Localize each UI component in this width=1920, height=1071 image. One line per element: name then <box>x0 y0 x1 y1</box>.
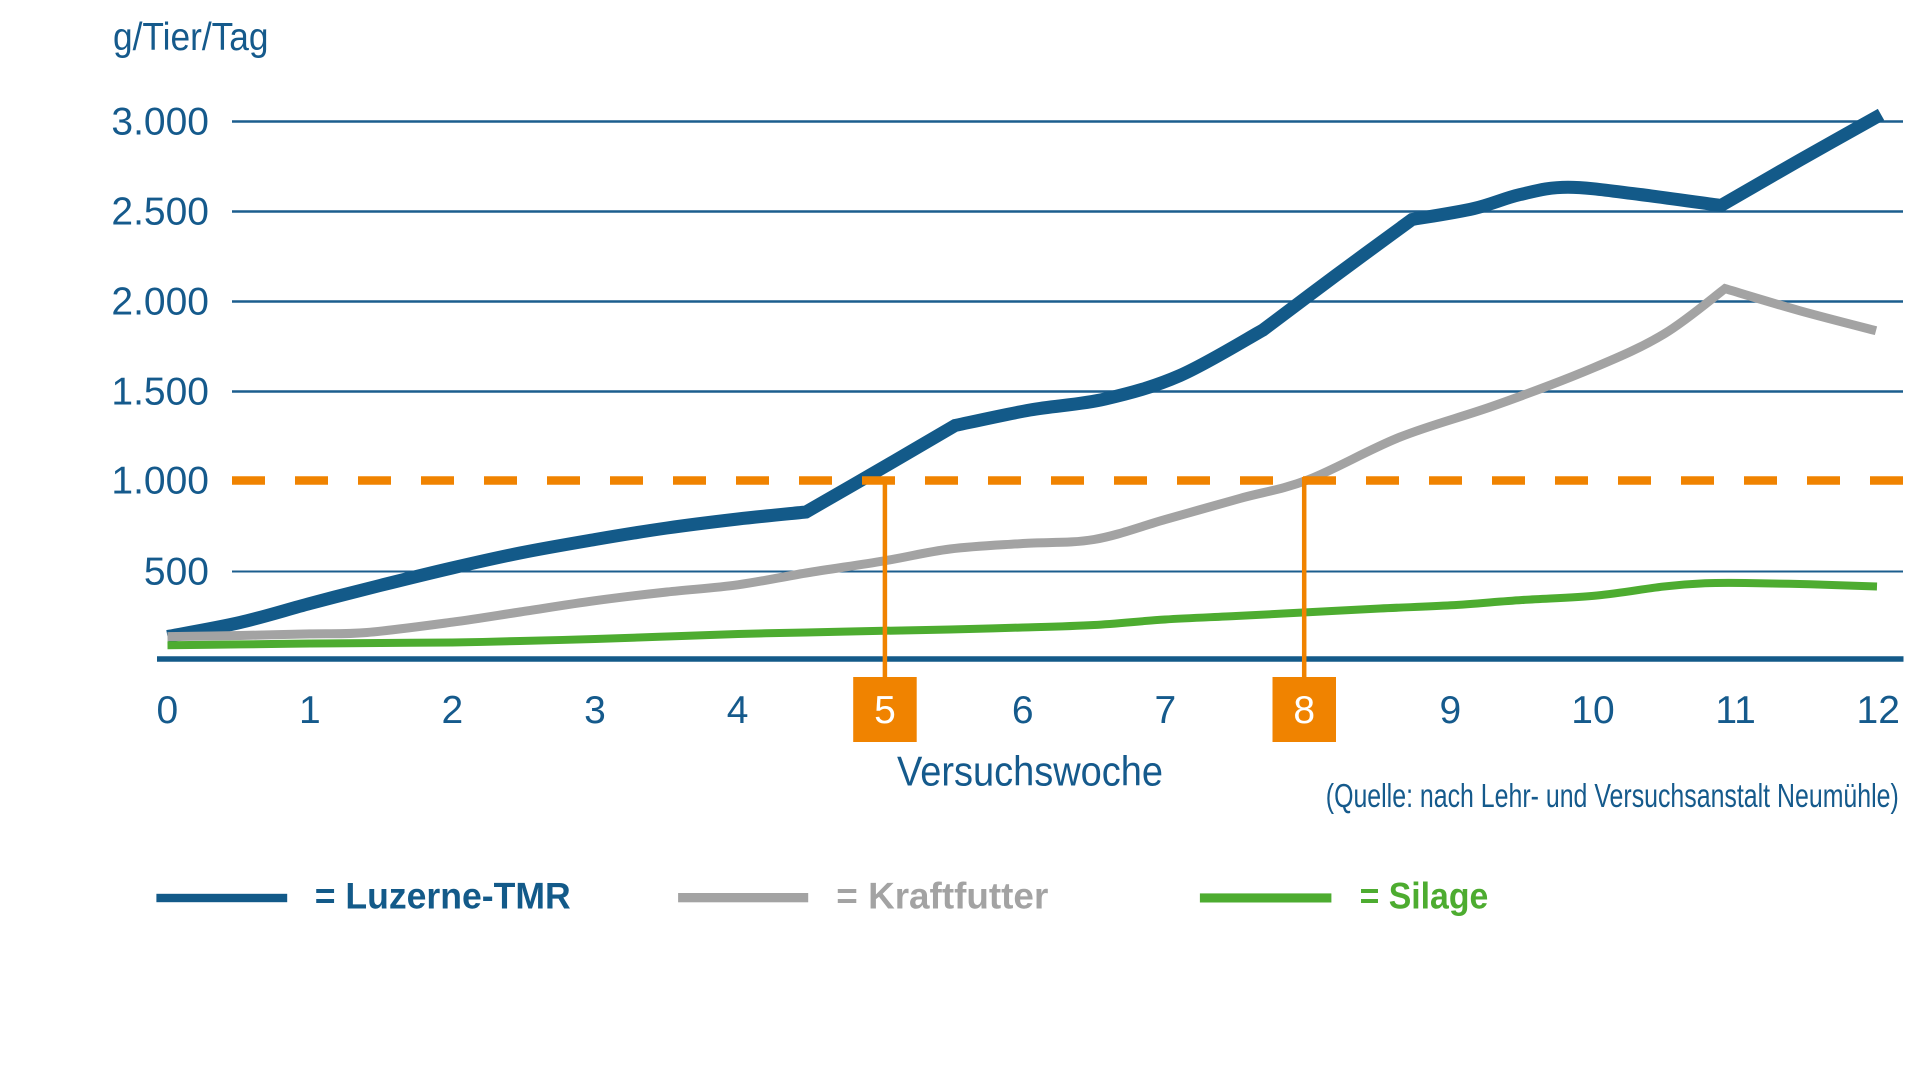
svg-text:Versuchswoche: Versuchswoche <box>897 748 1163 795</box>
svg-text:8: 8 <box>1293 689 1315 732</box>
svg-text:11: 11 <box>1715 689 1756 732</box>
svg-text:= Luzerne-TMR: = Luzerne-TMR <box>315 876 571 917</box>
svg-text:= Kraftfutter: = Kraftfutter <box>836 876 1048 917</box>
svg-text:g/Tier/Tag: g/Tier/Tag <box>113 16 269 59</box>
svg-text:1: 1 <box>299 689 321 732</box>
svg-text:6: 6 <box>1012 689 1034 732</box>
svg-text:2: 2 <box>442 689 464 732</box>
svg-text:1.000: 1.000 <box>111 460 209 503</box>
svg-text:5: 5 <box>874 689 896 732</box>
svg-text:(Quelle: nach Lehr- und Versuc: (Quelle: nach Lehr- und Versuchsanstalt … <box>1326 777 1899 814</box>
svg-text:7: 7 <box>1154 689 1176 732</box>
svg-text:1.500: 1.500 <box>111 371 209 414</box>
svg-text:9: 9 <box>1440 689 1462 732</box>
svg-text:0: 0 <box>156 689 178 732</box>
svg-text:3.000: 3.000 <box>111 101 209 144</box>
svg-text:= Silage: = Silage <box>1360 876 1489 917</box>
svg-text:12: 12 <box>1857 689 1900 732</box>
svg-text:2.000: 2.000 <box>111 281 209 324</box>
svg-text:4: 4 <box>727 689 749 732</box>
svg-text:500: 500 <box>144 551 209 594</box>
svg-text:10: 10 <box>1571 689 1614 732</box>
svg-text:2.500: 2.500 <box>111 191 209 234</box>
svg-text:3: 3 <box>584 689 606 732</box>
